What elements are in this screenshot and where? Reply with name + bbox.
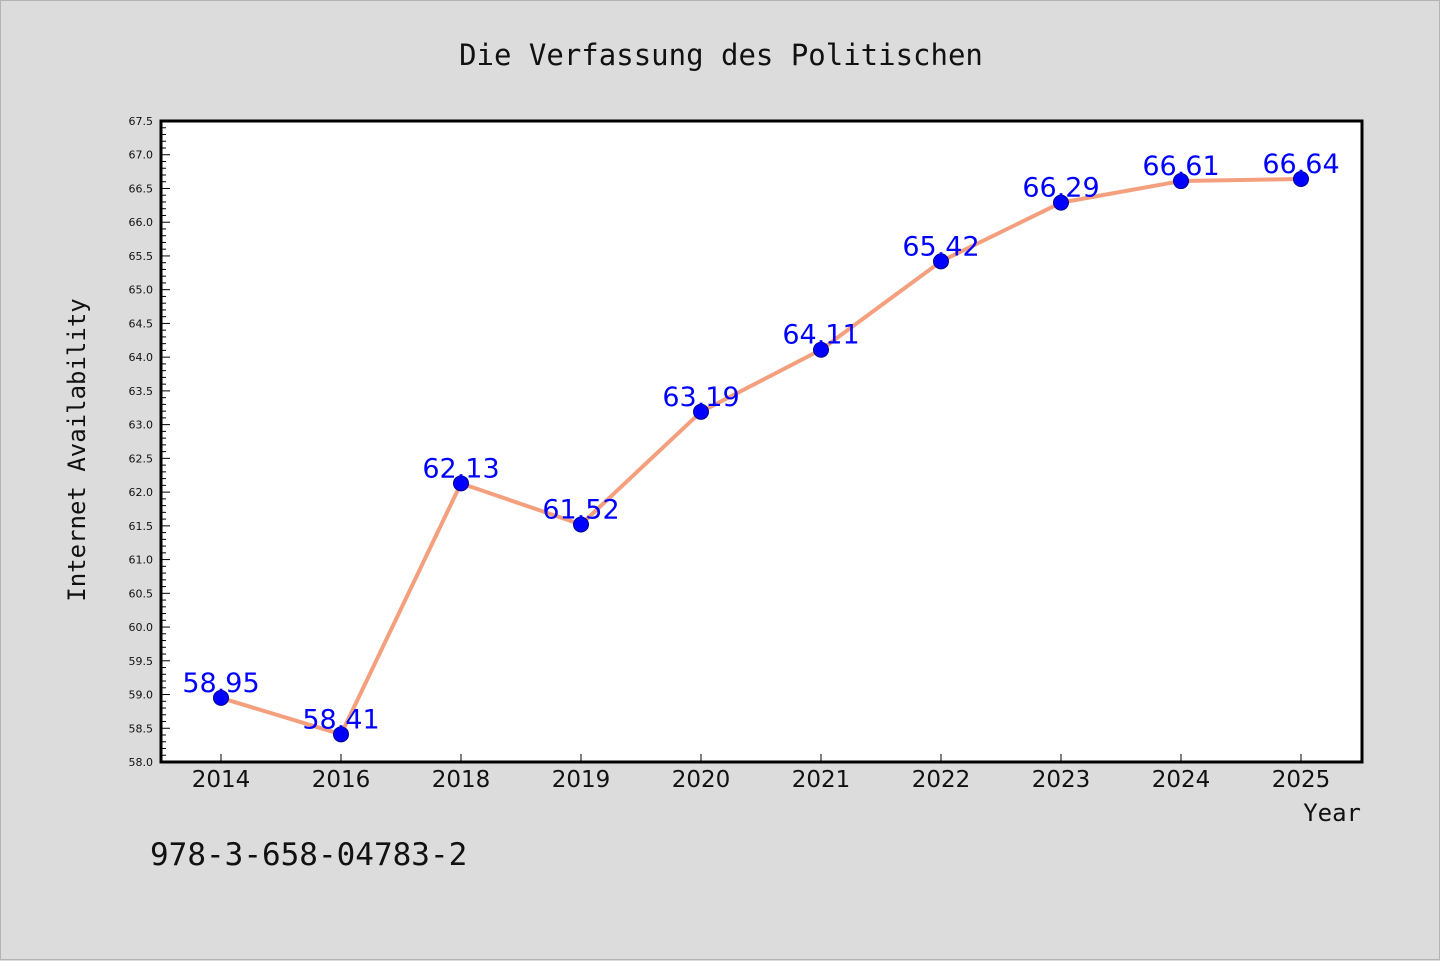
isbn-annotation: 978-3-658-04783-2 — [150, 837, 467, 873]
data-label: 66.61 — [1142, 151, 1219, 182]
data-label: 64.11 — [782, 320, 859, 351]
y-tick-label: 66.5 — [129, 182, 154, 195]
data-markers — [213, 171, 1309, 743]
x-tick-label: 2016 — [312, 767, 371, 793]
x-tick-label: 2019 — [552, 767, 611, 793]
y-tick-label: 66.0 — [129, 216, 154, 229]
x-tick-label: 2020 — [672, 767, 731, 793]
y-tick-label: 61.5 — [129, 520, 154, 533]
data-label: 66.64 — [1262, 149, 1339, 180]
y-tick-label: 61.0 — [129, 554, 154, 567]
y-tick-label: 63.0 — [129, 419, 154, 432]
data-point — [693, 403, 709, 420]
data-point — [333, 726, 349, 743]
x-tick-label: 2023 — [1032, 767, 1091, 793]
x-tick-label: 2018 — [432, 767, 491, 793]
data-point — [1293, 171, 1309, 188]
y-tick-label: 58.0 — [129, 756, 154, 769]
y-tick-label: 65.0 — [129, 284, 154, 297]
data-label: 63.19 — [662, 382, 739, 413]
plot-area — [161, 121, 1362, 762]
y-tick-label: 58.5 — [129, 722, 154, 735]
x-tick-label: 2022 — [912, 767, 971, 793]
data-label: 58.41 — [302, 704, 379, 735]
x-axis-tick-labels: 2014 2016 2018 2019 2020 2021 2022 2023 2024 2025 — [192, 767, 1331, 793]
x-tick-label: 2014 — [192, 767, 251, 793]
data-label: 58.95 — [182, 668, 259, 699]
data-point — [813, 341, 829, 358]
y-tick-label: 60.5 — [129, 587, 154, 600]
plot-border — [159, 119, 1364, 764]
data-point — [213, 689, 229, 706]
y-tick-label: 62.5 — [129, 452, 154, 465]
x-tick-label: 2021 — [792, 767, 851, 793]
y-tick-label: 59.0 — [129, 689, 154, 702]
data-point — [1173, 173, 1189, 190]
data-point — [1053, 194, 1069, 211]
y-tick-label: 64.5 — [129, 317, 154, 330]
y-tick-label: 67.5 — [129, 115, 154, 128]
data-label: 62.13 — [422, 453, 499, 484]
y-tick-label: 60.0 — [129, 621, 154, 634]
y-axis-label: Internet Availability — [63, 298, 91, 601]
y-tick-label: 67.0 — [129, 149, 154, 162]
data-label: 65.42 — [902, 231, 979, 262]
chart-title: Die Verfassung des Politischen — [459, 38, 983, 72]
data-point — [573, 516, 589, 533]
y-tick-label: 64.0 — [129, 351, 154, 364]
data-label: 61.52 — [542, 494, 619, 525]
data-point — [453, 475, 469, 492]
y-tick-label: 65.5 — [129, 250, 154, 263]
series-line — [219, 177, 1303, 737]
y-tick-label: 59.5 — [129, 655, 154, 668]
data-point — [933, 253, 949, 270]
y-tick-label: 63.5 — [129, 385, 154, 398]
y-axis-tick-labels: 58.0 58.5 59.0 59.5 60.0 60.5 61.0 61.5 62.0 62.5… — [129, 115, 154, 769]
data-label: 66.29 — [1022, 173, 1099, 204]
x-tick-label: 2024 — [1152, 767, 1211, 793]
x-tick-label: 2025 — [1272, 767, 1331, 793]
x-axis-label: Year — [1303, 799, 1361, 827]
y-tick-label: 62.0 — [129, 486, 154, 499]
data-labels: 58.95 58.41 62.13 61.52 63.19 64.11 65.42 66.29… — [182, 149, 1339, 735]
